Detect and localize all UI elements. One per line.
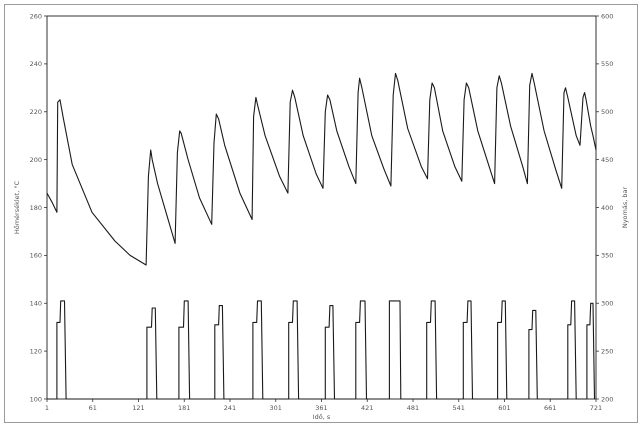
- y-tick-label-left: 180: [30, 204, 42, 212]
- chart-frame: 1 61 121 181 241 301 361 421 481 541 601 661 721 100 1…: [4, 4, 638, 423]
- x-tick-label: 181: [178, 404, 190, 412]
- y-tick-label-right: 200: [601, 395, 613, 403]
- x-tick-label: 61: [89, 404, 97, 412]
- x-tick-label: 1: [45, 404, 49, 412]
- y-axis-title-left: Hőmérséklet, °C: [12, 180, 21, 234]
- y-tick-label-right: 250: [601, 347, 613, 355]
- y-tick-label-left: 240: [30, 60, 42, 68]
- y-tick-label-left: 220: [30, 108, 42, 116]
- series-line-1: [46, 72, 597, 266]
- y-tick-label-left: 160: [30, 252, 42, 260]
- x-tick-label: 301: [270, 404, 282, 412]
- x-tick-label: 421: [361, 404, 373, 412]
- y-tick-label-left: 140: [30, 300, 42, 308]
- chart-svg: 1 61 121 181 241 301 361 421 481 541 601 661 721 100 1…: [12, 12, 629, 421]
- y-tick-label-right: 350: [601, 252, 613, 260]
- y-tick-label-right: 500: [601, 108, 613, 116]
- x-tick-label: 361: [315, 404, 327, 412]
- y-tick-label-right: 550: [601, 60, 613, 68]
- x-axis-title: Idő, s: [313, 412, 331, 421]
- y-tick-label-right: 300: [601, 300, 613, 308]
- ticks-layer: 1 61 121 181 241 301 361 421 481 541 601 661 721 100 1…: [30, 12, 614, 412]
- y-tick-label-left: 120: [30, 347, 42, 355]
- y-tick-label-left: 200: [30, 156, 42, 164]
- x-tick-label: 121: [132, 404, 144, 412]
- y-tick-label-left: 100: [30, 395, 42, 403]
- y-tick-label-left: 260: [30, 12, 42, 20]
- series-layer: [46, 72, 597, 400]
- x-tick-label: 241: [224, 404, 236, 412]
- plot-area: [46, 15, 597, 400]
- y-axis-title-right: Nyomás, bar: [621, 187, 629, 229]
- y-tick-label-right: 400: [601, 204, 613, 212]
- y-tick-label-right: 450: [601, 156, 613, 164]
- y-tick-label-right: 600: [601, 12, 613, 20]
- series-line-2: [47, 300, 596, 400]
- x-tick-label: 601: [498, 404, 510, 412]
- x-tick-label: 481: [407, 404, 419, 412]
- x-tick-label: 661: [544, 404, 556, 412]
- x-tick-label: 721: [590, 404, 602, 412]
- x-tick-label: 541: [453, 404, 465, 412]
